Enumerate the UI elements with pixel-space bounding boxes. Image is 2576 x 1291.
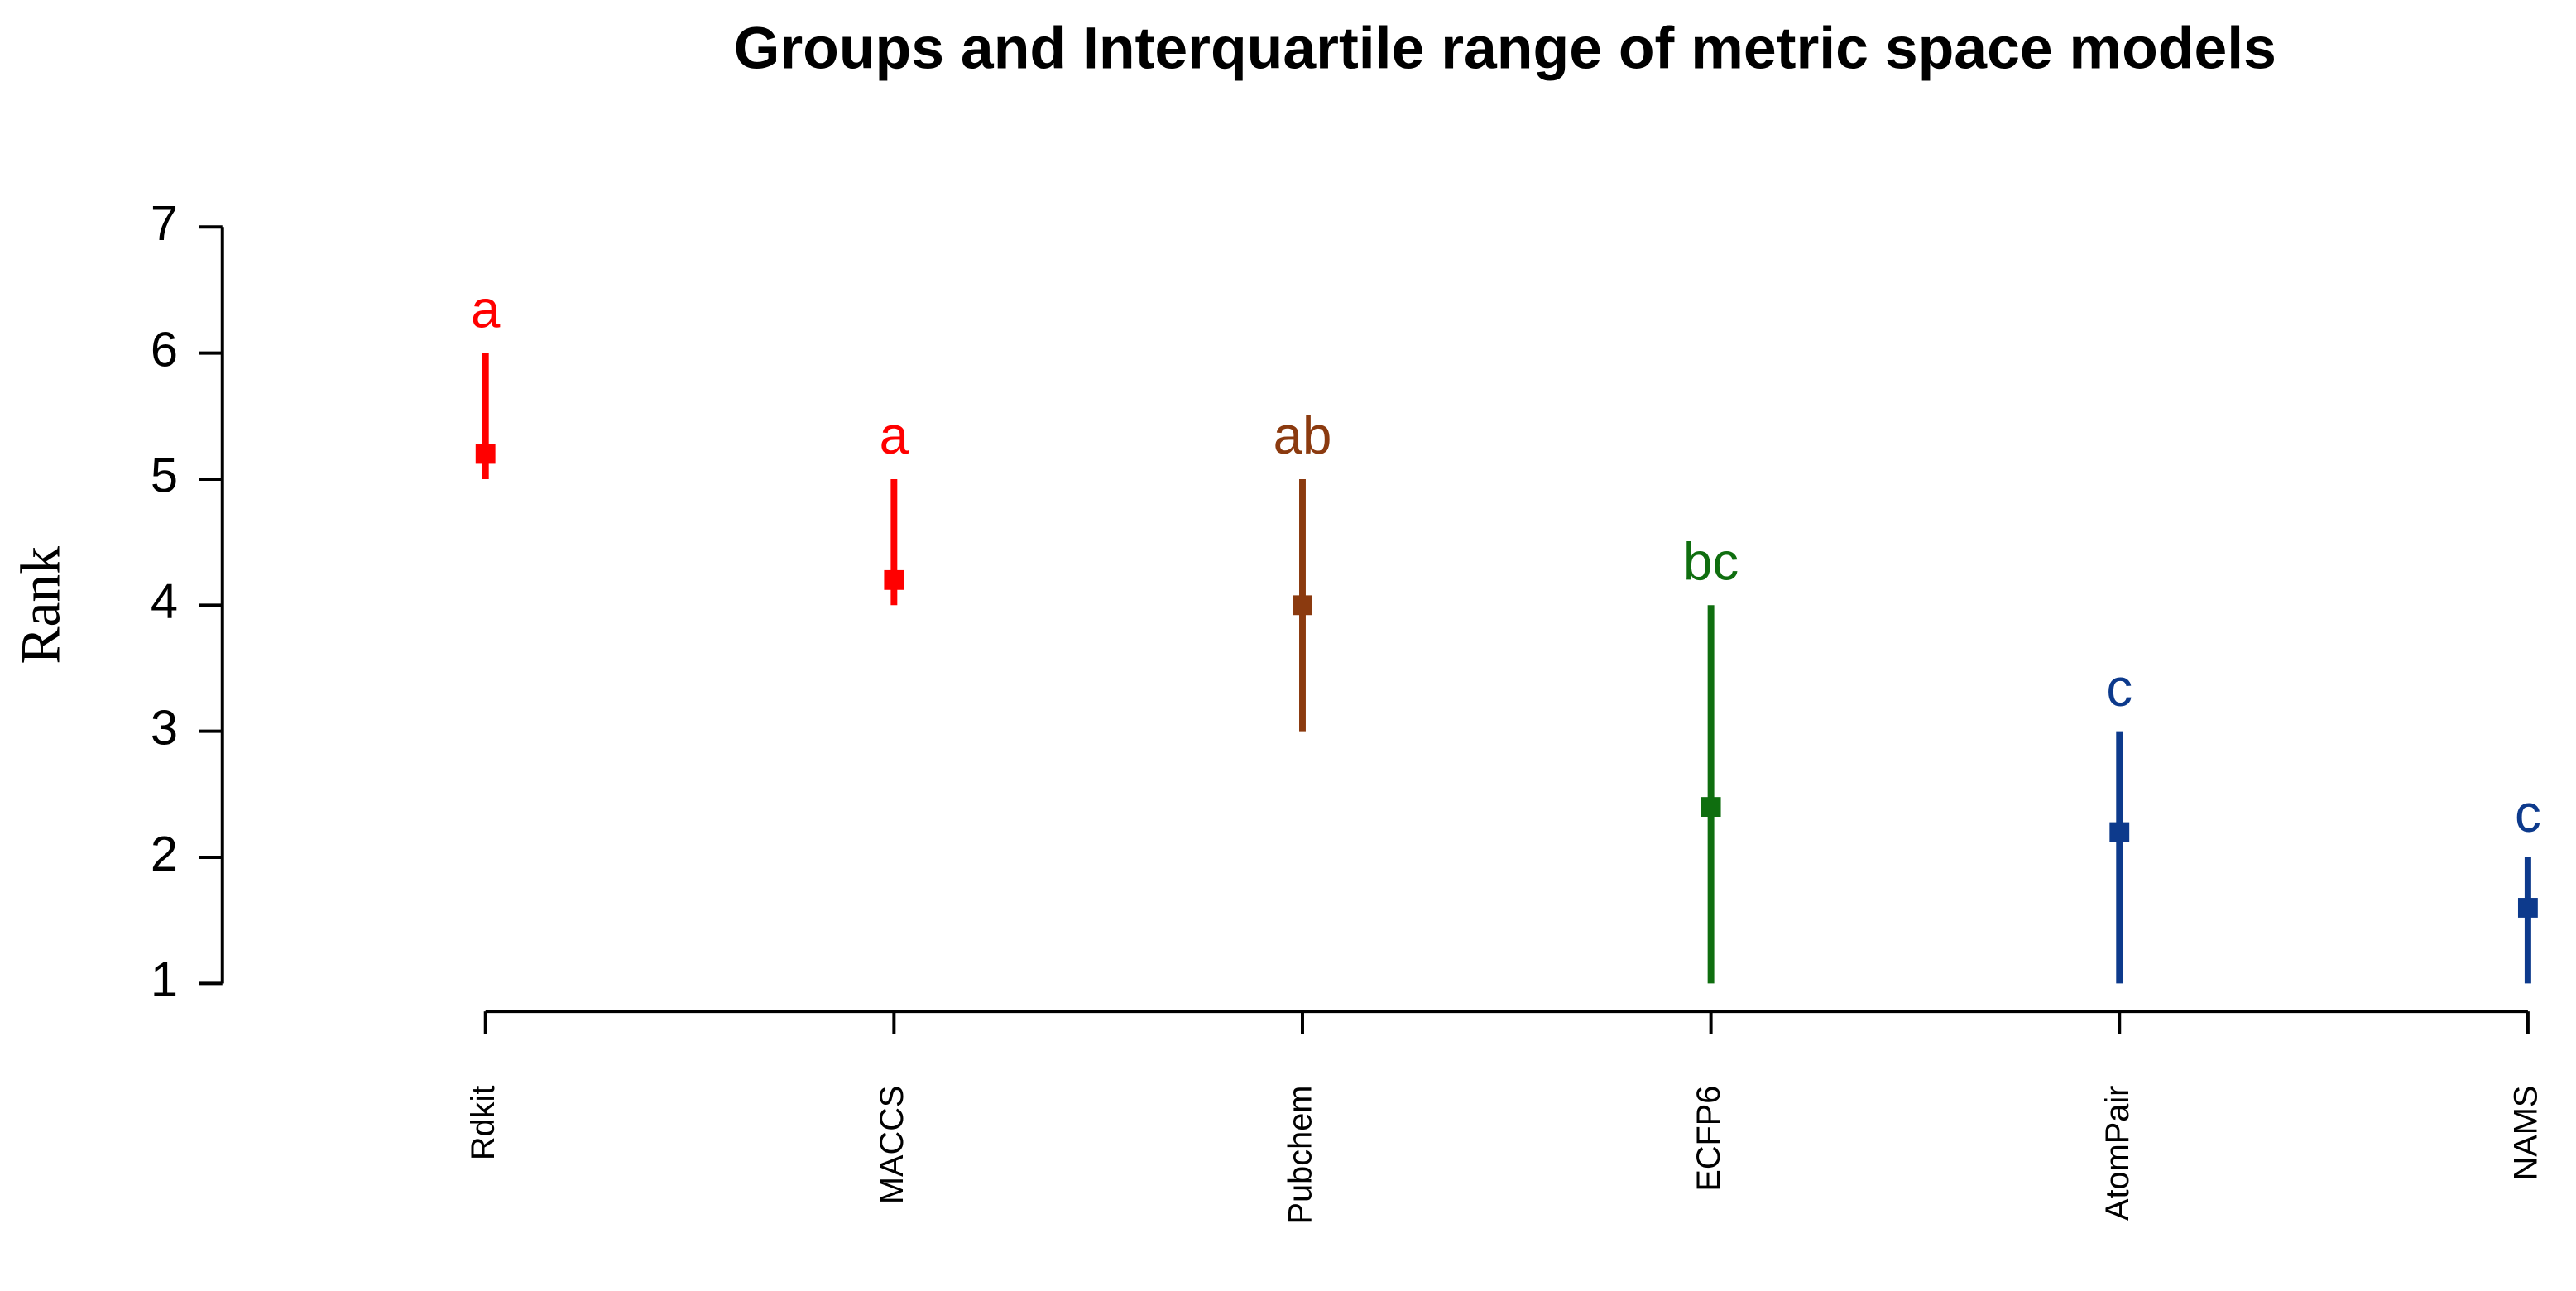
median-point bbox=[2517, 898, 2538, 918]
y-axis-label: Rank bbox=[10, 546, 72, 665]
median-point bbox=[2109, 822, 2130, 842]
y-tick-label: 7 bbox=[151, 195, 178, 251]
y-tick-label: 1 bbox=[151, 952, 178, 1007]
x-tick-label: MACCS bbox=[874, 1086, 910, 1205]
y-tick-label: 6 bbox=[151, 321, 178, 377]
x-tick-label: NAMS bbox=[2507, 1086, 2544, 1181]
y-tick-label: 2 bbox=[151, 826, 178, 881]
x-tick-label: AtomPair bbox=[2099, 1086, 2136, 1221]
group-label: c bbox=[2106, 659, 2132, 717]
x-tick-label: ECFP6 bbox=[1691, 1086, 1727, 1192]
x-tick-label: Rdkit bbox=[465, 1086, 501, 1161]
median-point bbox=[884, 569, 904, 590]
group-label: ab bbox=[1274, 406, 1332, 465]
chart-title: Groups and Interquartile range of metric… bbox=[734, 15, 2276, 81]
y-tick-label: 4 bbox=[151, 574, 178, 629]
median-point bbox=[1701, 797, 1721, 818]
group-label: c bbox=[2515, 785, 2541, 843]
median-point bbox=[1293, 595, 1312, 616]
y-tick-label: 5 bbox=[151, 448, 178, 503]
x-tick-label: Pubchem bbox=[1282, 1086, 1318, 1225]
median-point bbox=[475, 444, 496, 464]
group-label: a bbox=[471, 281, 501, 339]
y-tick-label: 3 bbox=[151, 699, 178, 755]
group-label: a bbox=[880, 406, 909, 465]
group-label: bc bbox=[1683, 532, 1739, 591]
